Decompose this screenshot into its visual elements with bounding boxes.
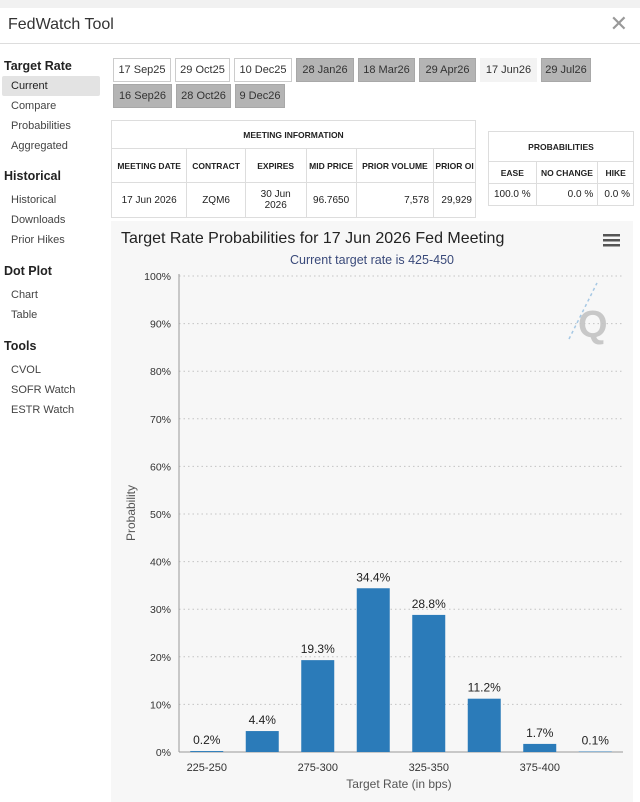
y-axis-label: Probability (124, 485, 138, 541)
sidebar-section-title: Tools (4, 339, 37, 353)
y-tick-label: 30% (150, 604, 171, 616)
data-label: 0.2% (193, 733, 221, 747)
column-header: EXPIRES (244, 148, 307, 183)
watermark-logo: Q (568, 282, 608, 346)
tab-28-oct26[interactable]: 28 Oct26 (176, 84, 231, 108)
sidebar-item-table[interactable]: Table (11, 309, 38, 321)
y-tick-label: 80% (150, 366, 171, 378)
sidebar: Target Rate Current Compare Probabilitie… (0, 56, 104, 420)
prior-oi-cell: 29,929 (433, 182, 476, 218)
sidebar-section-historical: Historical Historical Downloads Prior Hi… (0, 166, 104, 250)
probabilities-header: PROBABILITIES (488, 131, 634, 162)
y-tick-label: 50% (150, 509, 171, 521)
x-axis-label: Target Rate (in bps) (346, 777, 451, 791)
bar (467, 698, 501, 752)
y-tick-label: 40% (150, 557, 171, 569)
watermark-letter: Q (578, 304, 608, 346)
tab-9-dec26[interactable]: 9 Dec26 (235, 84, 285, 108)
x-tick-label: 225-250 (187, 762, 227, 774)
data-label: 11.2% (468, 681, 501, 695)
probabilities-table: PROBABILITIES EASE NO CHANGE HIKE 100.0 … (488, 131, 634, 206)
close-icon[interactable]: ✕ (609, 12, 628, 37)
column-header: PRIOR OI (433, 148, 476, 183)
data-label: 0.1% (582, 734, 610, 748)
x-tick-label: 325-350 (409, 762, 449, 774)
expires-cell: 30 Jun 2026 (244, 182, 307, 218)
sidebar-section-title: Historical (4, 169, 61, 183)
data-label: 4.4% (249, 713, 277, 727)
chart-container: Target Rate Probabilities for 17 Jun 202… (111, 221, 633, 802)
sidebar-section-dot-plot: Dot Plot Chart Table (0, 261, 104, 325)
y-tick-label: 20% (150, 652, 171, 664)
tab-29-jul26[interactable]: 29 Jul26 (541, 58, 591, 82)
y-tick-label: 100% (144, 271, 171, 283)
meeting-information-header: MEETING INFORMATION (111, 120, 476, 149)
tab-18-mar26[interactable]: 18 Mar26 (358, 58, 415, 82)
sidebar-section-target-rate: Target Rate Current Compare Probabilitie… (0, 56, 104, 156)
sidebar-item-downloads[interactable]: Downloads (11, 214, 66, 226)
sidebar-item-estr-watch[interactable]: ESTR Watch (11, 404, 75, 416)
data-label: 34.4% (356, 570, 390, 584)
x-tick-label: 275-300 (298, 762, 338, 774)
meeting-information-table: MEETING INFORMATION MEETING DATE CONTRAC… (110, 120, 476, 218)
sidebar-item-aggregated[interactable]: Aggregated (11, 140, 68, 152)
y-tick-label: 70% (150, 414, 171, 426)
column-header: CONTRACT (186, 148, 246, 183)
column-header: MID PRICE (305, 148, 357, 183)
sidebar-item-chart[interactable]: Chart (11, 289, 38, 301)
sidebar-item-sofr-watch[interactable]: SOFR Watch (11, 384, 76, 396)
bar (190, 751, 224, 752)
data-label: 19.3% (301, 642, 335, 656)
meeting-date-cell: 17 Jun 2026 (110, 182, 188, 218)
column-header: MEETING DATE (110, 148, 188, 183)
y-tick-label: 0% (156, 747, 171, 759)
column-header: PRIOR VOLUME (355, 148, 435, 183)
tab-16-sep26[interactable]: 16 Sep26 (113, 84, 172, 108)
chart-subtitle: Current target rate is 425-450 (290, 253, 454, 267)
tab-10-dec25[interactable]: 10 Dec25 (234, 58, 292, 82)
bar (578, 751, 612, 753)
sidebar-item-current[interactable]: Current (2, 76, 100, 96)
data-label: 1.7% (526, 726, 554, 740)
sidebar-section-tools: Tools CVOL SOFR Watch ESTR Watch (0, 336, 104, 420)
bar (523, 743, 557, 752)
sidebar-item-probabilities[interactable]: Probabilities (11, 120, 71, 132)
ease-cell: 100.0 % (488, 183, 537, 206)
x-tick-label: 375-400 (520, 762, 560, 774)
no-change-cell: 0.0 % (535, 183, 599, 206)
tab-17-jun26[interactable]: 17 Jun26 (480, 58, 537, 82)
bar (412, 614, 446, 752)
bar (301, 660, 335, 752)
sidebar-section-title: Dot Plot (4, 264, 52, 278)
app-title: FedWatch Tool (8, 16, 114, 33)
app-header: FedWatch Tool ✕ (0, 8, 640, 44)
sidebar-item-cvol[interactable]: CVOL (11, 364, 41, 376)
sidebar-item-compare[interactable]: Compare (11, 100, 57, 112)
sidebar-item-prior-hikes[interactable]: Prior Hikes (11, 234, 65, 246)
bar (245, 731, 279, 752)
y-tick-label: 60% (150, 461, 171, 473)
column-header: NO CHANGE (535, 161, 599, 184)
bar (356, 588, 390, 752)
tab-29-apr26[interactable]: 29 Apr26 (419, 58, 476, 82)
hike-cell: 0.0 % (597, 183, 634, 206)
probability-chart: Target Rate Probabilities for 17 Jun 202… (121, 230, 623, 791)
data-label: 28.8% (412, 597, 446, 611)
sidebar-item-historical[interactable]: Historical (11, 194, 57, 206)
column-header: EASE (488, 161, 537, 184)
prior-volume-cell: 7,578 (355, 182, 435, 218)
sidebar-section-title: Target Rate (4, 59, 72, 73)
top-strip (0, 0, 640, 8)
menu-icon[interactable] (603, 234, 620, 247)
chart-title: Target Rate Probabilities for 17 Jun 202… (121, 230, 504, 247)
tab-17-sep25[interactable]: 17 Sep25 (113, 58, 171, 82)
tab-28-jan26[interactable]: 28 Jan26 (296, 58, 354, 82)
plot-area: 0% 10% 20% 30% 40% 50% 60% 70% 80% 90% 100% 0.2% 4.4… (144, 271, 623, 774)
column-header: HIKE (597, 161, 634, 184)
contract-cell: ZQM6 (186, 182, 246, 218)
tab-29-oct25[interactable]: 29 Oct25 (175, 58, 230, 82)
y-tick-label: 90% (150, 319, 171, 331)
y-tick-label: 10% (150, 699, 171, 711)
mid-price-cell: 96.7650 (305, 182, 357, 218)
